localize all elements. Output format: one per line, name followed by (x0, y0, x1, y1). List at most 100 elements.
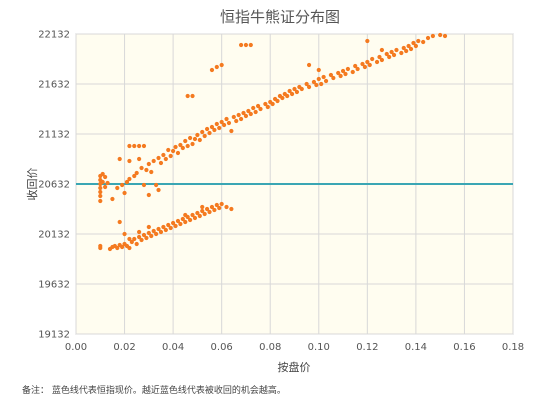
data-point (365, 59, 370, 65)
x-tick-label: 0.18 (502, 342, 524, 353)
data-point (146, 224, 151, 230)
data-point (238, 42, 244, 48)
data-point (226, 120, 232, 126)
data-point (117, 156, 122, 162)
data-point (345, 66, 351, 72)
data-points (98, 32, 448, 252)
data-point (374, 59, 380, 65)
data-point (117, 219, 122, 225)
data-point (212, 127, 217, 133)
data-point (314, 82, 319, 88)
data-point (161, 224, 166, 230)
data-point (180, 145, 185, 151)
y-tick-label: 21132 (38, 130, 70, 141)
data-point (137, 229, 142, 235)
data-point (306, 84, 312, 90)
data-point (311, 79, 317, 85)
data-point (98, 189, 103, 195)
data-point (229, 128, 234, 134)
data-point (171, 148, 176, 154)
data-point (175, 218, 181, 224)
data-point (270, 101, 275, 107)
data-point (209, 204, 215, 210)
data-point (391, 52, 397, 58)
data-point (221, 122, 227, 128)
data-point (180, 216, 185, 222)
data-point (316, 67, 321, 73)
data-point (183, 212, 188, 218)
data-point (214, 202, 219, 208)
data-point (212, 207, 217, 213)
data-point (384, 51, 389, 57)
data-point (122, 231, 127, 237)
data-point (129, 239, 134, 245)
data-point (190, 141, 195, 147)
data-point (149, 169, 154, 175)
data-point (200, 204, 205, 210)
data-point (234, 118, 239, 124)
bull-bear-scatter-chart: 恒指牛熊证分布图 0.00 0.02 0.04 0.06 0.08 0.10 0.12 0.1… (25, 8, 524, 374)
data-point (408, 46, 414, 52)
data-point (98, 245, 103, 251)
data-point (122, 190, 127, 196)
data-point (365, 38, 370, 44)
data-point (205, 126, 210, 132)
data-point (379, 57, 384, 63)
data-point (156, 155, 161, 161)
data-point (379, 47, 384, 53)
data-point (168, 153, 173, 159)
data-point (304, 81, 309, 87)
data-point (294, 89, 300, 95)
data-point (161, 152, 166, 158)
data-point (137, 234, 142, 240)
data-point (219, 201, 224, 207)
data-point (195, 132, 200, 138)
data-point (151, 158, 156, 164)
data-point (192, 215, 198, 221)
data-point (158, 229, 164, 235)
data-point (110, 196, 115, 202)
data-point (401, 45, 406, 51)
data-point (219, 119, 224, 125)
data-point (132, 236, 137, 242)
data-point (377, 54, 382, 60)
data-point (209, 124, 215, 130)
data-point (105, 180, 110, 186)
data-point (246, 108, 251, 114)
data-point (370, 56, 375, 62)
data-point (151, 228, 156, 234)
data-point (98, 198, 103, 204)
data-point (406, 43, 411, 49)
data-point (263, 101, 268, 107)
data-point (173, 223, 178, 229)
data-point (430, 33, 435, 39)
data-point (124, 179, 130, 185)
x-tick-label: 0.00 (65, 342, 87, 353)
data-point (137, 156, 142, 162)
data-point (367, 62, 372, 68)
data-point (251, 105, 256, 111)
data-point (134, 170, 139, 176)
data-point (173, 144, 178, 150)
data-point (319, 81, 324, 87)
data-point (120, 182, 125, 188)
data-point (168, 225, 173, 231)
data-point (197, 213, 202, 219)
data-point (190, 212, 195, 218)
data-point (207, 130, 212, 136)
data-point (285, 93, 290, 99)
footnote: 备注： 蓝色线代表恒指现价。越近蓝色线代表被收回的机会越高。 (22, 386, 286, 396)
data-point (156, 187, 161, 193)
data-point (438, 32, 443, 38)
data-point (224, 204, 229, 210)
data-point (127, 236, 132, 242)
data-point (238, 116, 244, 122)
data-point (219, 62, 224, 68)
data-point (416, 38, 421, 44)
data-point (185, 143, 190, 149)
data-point (144, 167, 149, 173)
data-point (171, 220, 176, 226)
y-tick-label: 20132 (38, 230, 70, 241)
data-point (141, 182, 147, 188)
y-axis-ticks: 19132 19632 20132 20632 21132 21632 22132 (38, 30, 70, 341)
